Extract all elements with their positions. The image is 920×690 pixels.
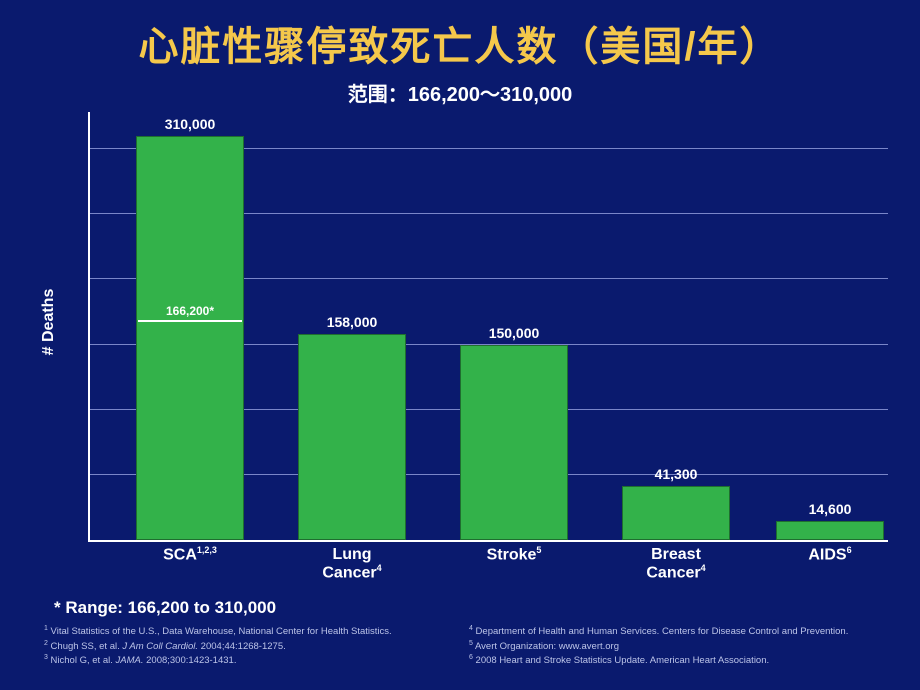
- x-axis-label: Stroke5: [439, 546, 589, 564]
- bar: [460, 345, 568, 540]
- bar: [298, 334, 406, 540]
- bar: [622, 486, 730, 540]
- page-title: 心脏性骤停致死亡人数（美国/年）: [0, 0, 920, 72]
- bar-value-label: 14,600: [760, 501, 900, 517]
- reference-line: 6 2008 Heart and Stroke Statistics Updat…: [469, 653, 894, 668]
- bar-value-label: 41,300: [606, 466, 746, 482]
- references-left: 1 Vital Statistics of the U.S., Data War…: [44, 624, 469, 668]
- reference-line: 4 Department of Health and Human Service…: [469, 624, 894, 639]
- x-axis-label: SCA1,2,3: [115, 546, 265, 564]
- x-axis-label: AIDS6: [755, 546, 905, 564]
- references-right: 4 Department of Health and Human Service…: [469, 624, 894, 668]
- bar-value-label: 158,000: [282, 314, 422, 330]
- bar: [776, 521, 884, 540]
- x-axis-label: LungCancer4: [277, 546, 427, 582]
- bar-value-label: 310,000: [120, 116, 260, 132]
- subtitle: 范围：166,200～310,000: [0, 78, 920, 107]
- reference-line: 1 Vital Statistics of the U.S., Data War…: [44, 624, 469, 639]
- chart: # Deaths 166,200*310,000SCA1,2,3158,000L…: [54, 112, 888, 582]
- bar-value-label: 150,000: [444, 325, 584, 341]
- reference-line: 3 Nichol G, et al. JAMA. 2008;300:1423-1…: [44, 653, 469, 668]
- y-axis-label: # Deaths: [40, 289, 58, 356]
- references: 1 Vital Statistics of the U.S., Data War…: [44, 624, 894, 668]
- plot-area: 166,200*310,000SCA1,2,3158,000LungCancer…: [88, 112, 888, 542]
- range-marker-line: [138, 320, 242, 322]
- range-marker-label: 166,200*: [137, 304, 243, 318]
- footnote: * Range: 166,200 to 310,000: [54, 598, 276, 618]
- reference-line: 2 Chugh SS, et al. J Am Coll Cardiol. 20…: [44, 639, 469, 654]
- x-axis-label: BreastCancer4: [601, 546, 751, 582]
- bar: 166,200*: [136, 136, 244, 540]
- reference-line: 5 Avert Organization: www.avert.org: [469, 639, 894, 654]
